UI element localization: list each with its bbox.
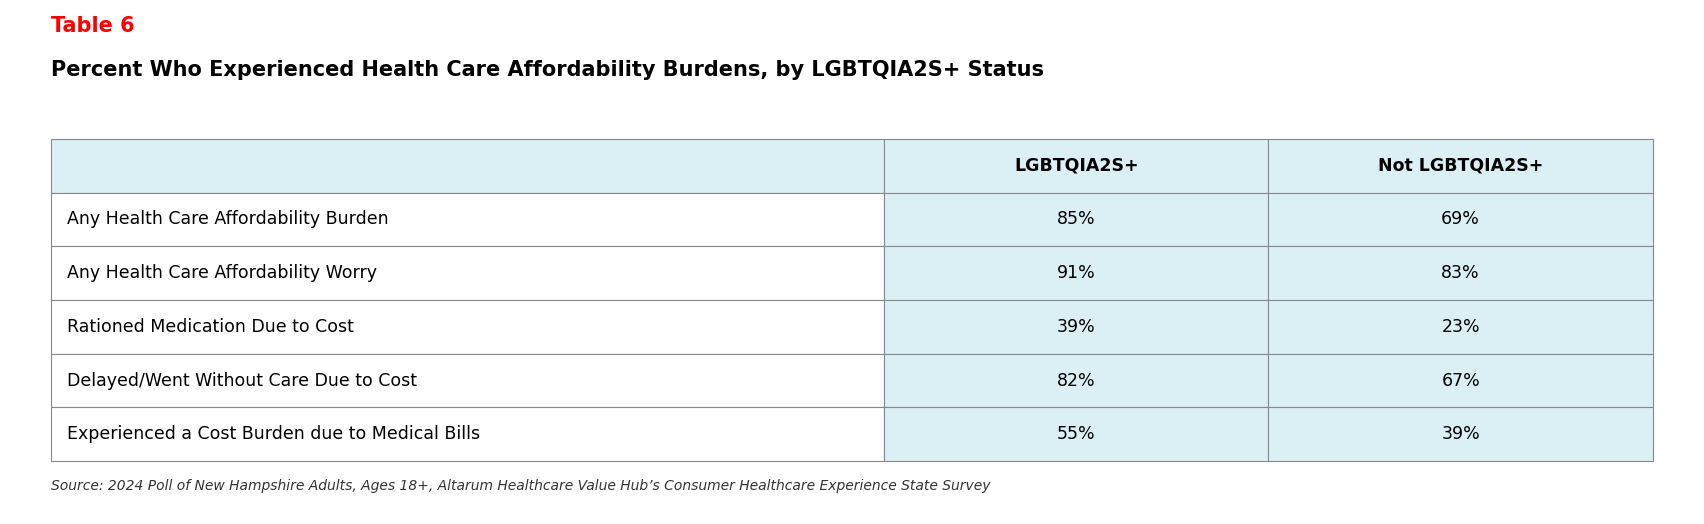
Bar bbox=[51, 354, 884, 408]
Bar bbox=[51, 246, 884, 300]
Text: 83%: 83% bbox=[1442, 264, 1481, 282]
Bar bbox=[884, 139, 1268, 193]
Text: Delayed/Went Without Care Due to Cost: Delayed/Went Without Care Due to Cost bbox=[66, 372, 417, 389]
Bar bbox=[884, 246, 1268, 300]
Bar bbox=[884, 192, 1268, 246]
Bar bbox=[884, 408, 1268, 461]
Bar bbox=[1268, 192, 1653, 246]
Bar bbox=[1268, 354, 1653, 408]
Text: 91%: 91% bbox=[1056, 264, 1096, 282]
Text: Table 6: Table 6 bbox=[51, 16, 135, 36]
Bar bbox=[51, 192, 884, 246]
Text: 39%: 39% bbox=[1056, 318, 1096, 336]
Bar bbox=[1268, 246, 1653, 300]
Bar bbox=[51, 408, 884, 461]
Bar bbox=[1268, 139, 1653, 193]
Bar bbox=[51, 139, 884, 193]
Bar bbox=[1268, 408, 1653, 461]
Text: Source: 2024 Poll of New Hampshire Adults, Ages 18+, Altarum Healthcare Value Hu: Source: 2024 Poll of New Hampshire Adult… bbox=[51, 478, 990, 493]
Text: 23%: 23% bbox=[1442, 318, 1481, 336]
Text: 85%: 85% bbox=[1056, 211, 1096, 228]
Bar bbox=[884, 300, 1268, 354]
Text: 39%: 39% bbox=[1442, 425, 1481, 443]
Text: Any Health Care Affordability Burden: Any Health Care Affordability Burden bbox=[66, 211, 389, 228]
Bar bbox=[884, 354, 1268, 408]
Text: Rationed Medication Due to Cost: Rationed Medication Due to Cost bbox=[66, 318, 354, 336]
Bar bbox=[1268, 300, 1653, 354]
Bar bbox=[51, 300, 884, 354]
Text: Not LGBTQIA2S+: Not LGBTQIA2S+ bbox=[1379, 157, 1544, 174]
Text: Experienced a Cost Burden due to Medical Bills: Experienced a Cost Burden due to Medical… bbox=[66, 425, 481, 443]
Text: 67%: 67% bbox=[1442, 372, 1481, 389]
Text: LGBTQIA2S+: LGBTQIA2S+ bbox=[1014, 157, 1138, 174]
Text: 55%: 55% bbox=[1056, 425, 1096, 443]
Text: 69%: 69% bbox=[1442, 211, 1481, 228]
Text: Percent Who Experienced Health Care Affordability Burdens, by LGBTQIA2S+ Status: Percent Who Experienced Health Care Affo… bbox=[51, 60, 1045, 80]
Text: Any Health Care Affordability Worry: Any Health Care Affordability Worry bbox=[66, 264, 377, 282]
Text: 82%: 82% bbox=[1056, 372, 1096, 389]
